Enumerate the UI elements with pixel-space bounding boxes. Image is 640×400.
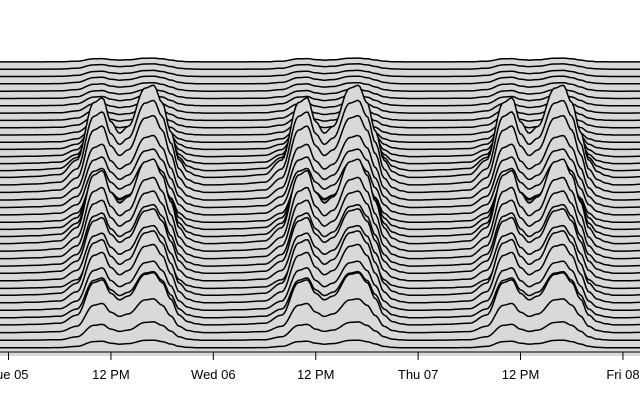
ridge-line-39	[0, 321, 640, 342]
ridge-line-21	[0, 148, 640, 209]
ridge-line-17	[0, 84, 640, 179]
ridge-line-19	[0, 114, 640, 194]
ridge-line-30	[0, 208, 640, 275]
ridge-line-18	[0, 99, 640, 186]
ridge-line-29	[0, 203, 640, 267]
ridge-line-31	[0, 224, 640, 282]
ridge-series-group	[0, 57, 640, 356]
ridge-line-7	[0, 94, 640, 107]
ridge-line-36	[0, 270, 640, 319]
ridge-line-35	[0, 260, 640, 312]
x-tick-label: 12 PM	[502, 367, 540, 382]
ridge-line-1	[0, 57, 640, 63]
x-tick-label: 12 PM	[297, 367, 335, 382]
x-tick-label: Tue 05	[0, 367, 29, 382]
ridge-line-40	[0, 339, 640, 349]
ridge-line-28	[0, 190, 640, 260]
x-tick-label: Fri 08	[606, 367, 639, 382]
ridge-line-26	[0, 158, 640, 245]
ridge-line-8	[0, 100, 640, 114]
ridge-line-5	[0, 81, 640, 92]
ridge-line-4	[0, 75, 640, 85]
ridge-line-3	[0, 69, 640, 78]
ridge-line-27	[0, 176, 640, 252]
ridge-line-33	[0, 230, 640, 297]
ridge-line-38	[0, 298, 640, 334]
x-axis-ticks: Tue 05 12 PM Wed 06 12 PM Thu 07 12 PM Fri 08	[0, 352, 640, 382]
ridge-line-37	[0, 271, 640, 326]
x-tick-label: 12 PM	[92, 367, 130, 382]
ridge-line-20	[0, 134, 640, 201]
ridge-line-34	[0, 243, 640, 304]
ridge-line-2	[0, 63, 640, 70]
x-tick-label: Thu 07	[398, 367, 438, 382]
x-axis: Tue 05 12 PM Wed 06 12 PM Thu 07 12 PM Fri 08	[0, 351, 640, 382]
ridge-line-22	[0, 160, 640, 216]
x-tick-label: Wed 06	[191, 367, 236, 382]
ridge-line-6	[0, 88, 640, 100]
